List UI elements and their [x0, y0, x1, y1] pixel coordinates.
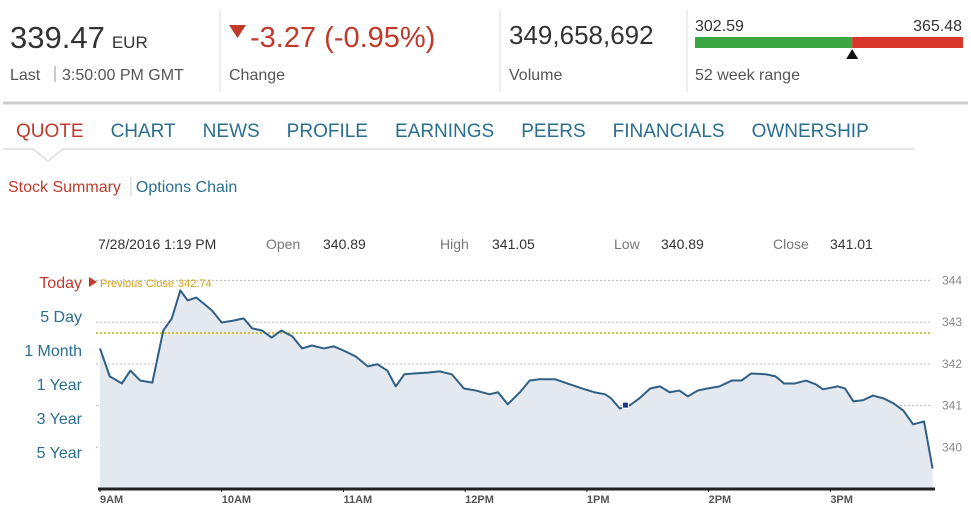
previous-close-text: Previous Close — [100, 278, 174, 290]
tooltip-value: 341.01 — [830, 236, 873, 252]
chart: 7/28/2016 1:19 PM Open 340.89 High 341.05 Low… — [96, 236, 962, 506]
y-tick-label: 340 — [942, 440, 962, 454]
volume: 349,658,692 — [509, 20, 654, 50]
period[interactable]: Today — [39, 275, 82, 292]
y-tick-label: 341 — [942, 399, 962, 413]
tab[interactable]: QUOTE — [16, 121, 84, 142]
tooltip-label: High — [440, 236, 469, 252]
tab[interactable]: FINANCIALS — [613, 121, 725, 142]
tab-rule — [3, 148, 915, 162]
price-line: 339.47 EUR — [10, 20, 148, 55]
range-bar — [695, 37, 963, 59]
period[interactable]: 5 Day — [40, 309, 82, 326]
range-low: 302.59 — [695, 18, 744, 35]
change: -3.27 (-0.95%) — [250, 22, 435, 54]
currency: EUR — [112, 33, 148, 52]
period[interactable]: 1 Month — [24, 343, 82, 360]
change-label: Change — [229, 67, 285, 84]
x-tick-label: 1PM — [587, 494, 610, 506]
subtabs: Stock Summary Options Chain — [8, 177, 237, 196]
area — [100, 290, 933, 489]
tooltip-label: Open — [266, 236, 300, 252]
x-tick-label: 11AM — [343, 494, 372, 506]
previous-close-value: 342.74 — [178, 278, 212, 290]
quote-time: 3:50:00 PM GMT — [62, 67, 184, 84]
tab[interactable]: CHART — [111, 121, 176, 142]
tooltip-label: Close — [773, 236, 809, 252]
range-label: 52 week range — [695, 67, 800, 84]
tab[interactable]: PEERS — [521, 121, 585, 142]
period[interactable]: 5 Year — [37, 445, 83, 462]
tooltip-label: Low — [614, 236, 641, 252]
price: 339.47 — [10, 20, 105, 55]
tab[interactable]: OWNERSHIP — [752, 121, 869, 142]
volume-label: Volume — [509, 67, 562, 84]
tab[interactable]: PROFILE — [287, 121, 368, 142]
subtab[interactable]: Options Chain — [136, 179, 237, 196]
period-arrow — [89, 277, 97, 287]
hover-marker — [621, 401, 629, 409]
tabs: QUOTE CHART NEWS PROFILE EARNINGS PEERS FINANC… — [16, 121, 869, 142]
y-tick-label: 344 — [942, 273, 962, 287]
y-tick-label: 343 — [942, 315, 962, 329]
x-tick-label: 12PM — [465, 494, 494, 506]
tab[interactable]: NEWS — [203, 121, 260, 142]
range-above — [852, 37, 963, 48]
tooltip-value: 341.05 — [492, 236, 535, 252]
down-arrow — [229, 25, 246, 38]
period[interactable]: 1 Year — [37, 377, 83, 394]
y-tick-label: 342 — [942, 357, 962, 371]
range-below — [695, 37, 853, 48]
x-tick-label: 3PM — [830, 494, 853, 506]
price-line — [99, 289, 934, 469]
periods: Today 5 Day 1 Month 1 Year 3 Year 5 Year — [24, 275, 97, 462]
subtab[interactable]: Stock Summary — [8, 179, 121, 196]
tooltip-value: 340.89 — [323, 236, 366, 252]
last-label: Last — [10, 67, 41, 84]
previous-close-label: Previous Close 342.74 — [100, 278, 212, 290]
x-tick-label: 10AM — [222, 494, 251, 506]
period[interactable]: 3 Year — [37, 411, 83, 428]
tooltip-value: 340.89 — [661, 236, 704, 252]
tooltip-date: 7/28/2016 1:19 PM — [98, 236, 216, 252]
x-tick-label: 2PM — [709, 494, 732, 506]
range-marker — [846, 49, 859, 59]
tab[interactable]: EARNINGS — [395, 121, 494, 142]
range-high: 365.48 — [913, 18, 962, 35]
x-tick-label: 9AM — [100, 494, 123, 506]
